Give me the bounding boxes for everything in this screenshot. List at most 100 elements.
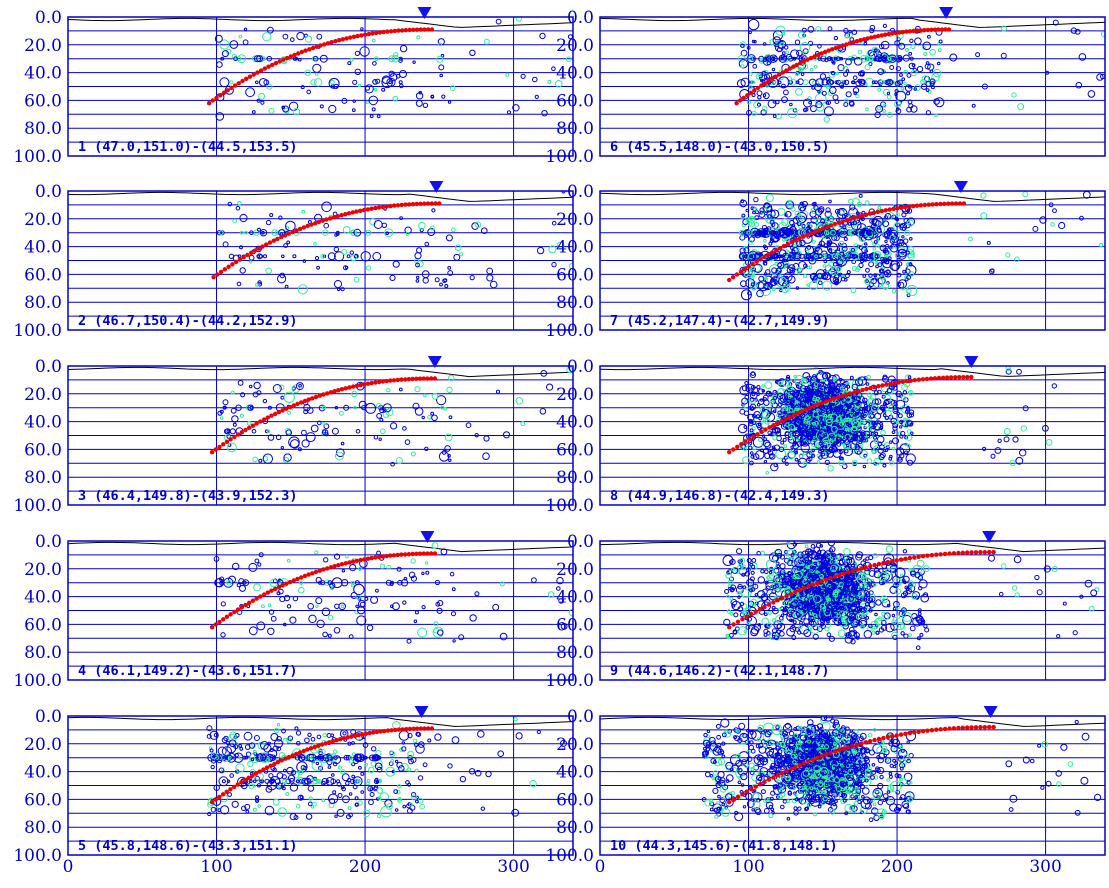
- hypocenter-point: [207, 811, 212, 817]
- hypocenter-point: [301, 429, 307, 436]
- hypocenter-point: [758, 55, 765, 62]
- hypocenter-point: [334, 233, 338, 237]
- hypocenter-point: [763, 70, 769, 76]
- hypocenter-point: [431, 208, 436, 213]
- hypocenter-point: [802, 429, 810, 437]
- hypocenter-point: [828, 439, 834, 445]
- slab-curve-point: [388, 553, 393, 558]
- slab-curve-point: [236, 81, 241, 86]
- hypocenter-point: [350, 229, 358, 237]
- slab-curve-point: [299, 49, 305, 55]
- slab-curve-point: [261, 417, 267, 422]
- slab-curve-point: [346, 211, 352, 216]
- hypocenter-point: [807, 26, 815, 33]
- hypocenter-point: [378, 437, 382, 441]
- slab-curve-point: [844, 392, 849, 397]
- slab-curve-point: [233, 259, 239, 265]
- hypocenter-point: [892, 404, 898, 410]
- hypocenter-point: [413, 619, 418, 624]
- hypocenter-point: [792, 442, 797, 447]
- hypocenter-point: [820, 423, 824, 428]
- hypocenter-point: [809, 433, 814, 438]
- hypocenter-point: [777, 261, 785, 269]
- hypocenter-point: [376, 413, 383, 419]
- hypocenter-point: [901, 77, 906, 81]
- hypocenter-point: [776, 392, 784, 400]
- slab-curve-point: [418, 201, 423, 206]
- hypocenter-point: [258, 458, 263, 463]
- hypocenter-point: [307, 732, 312, 737]
- hypocenter-point: [777, 80, 782, 85]
- hypocenter-point: [313, 242, 317, 246]
- y-tick-label: 0.0: [567, 8, 594, 28]
- slab-curve-point: [815, 402, 821, 407]
- hypocenter-point: [888, 404, 896, 412]
- y-tick-label: 0.0: [35, 532, 62, 552]
- hypocenter-point: [300, 755, 306, 761]
- slab-curve-point: [328, 565, 334, 570]
- y-tick-label: 100.0: [13, 671, 62, 691]
- hypocenter-point: [894, 216, 899, 221]
- hypocenter-point: [859, 70, 866, 76]
- hypocenter-point: [781, 286, 789, 294]
- slab-curve-point: [932, 376, 938, 381]
- hypocenter-point: [282, 456, 290, 464]
- slab-curve-point: [797, 236, 802, 241]
- hypocenter-point: [540, 370, 548, 377]
- slab-curve-point: [317, 393, 322, 398]
- hypocenter-point: [769, 239, 774, 243]
- hypocenter-point: [787, 107, 798, 119]
- hypocenter-point: [374, 56, 379, 62]
- slab-curve-point: [272, 761, 277, 767]
- hypocenter-point: [410, 575, 417, 582]
- slab-curve-point: [354, 383, 360, 388]
- hypocenter-point: [779, 41, 785, 47]
- hypocenter-point: [799, 385, 807, 393]
- hypocenter-point: [764, 276, 768, 280]
- hypocenter-point: [873, 457, 882, 466]
- slab-curve-point: [377, 30, 383, 35]
- hypocenter-point: [399, 216, 404, 221]
- slab-curve-point: [403, 552, 408, 557]
- hypocenter-point: [789, 102, 793, 107]
- slab-curve-point: [738, 98, 743, 103]
- slab-curve-point: [316, 219, 322, 225]
- hypocenter-point: [436, 55, 444, 63]
- hypocenter-point: [228, 739, 237, 748]
- hypocenter-point: [798, 56, 804, 62]
- hypocenter-point: [1005, 366, 1011, 372]
- hypocenter-point: [360, 251, 371, 262]
- slab-curve-point: [339, 213, 344, 218]
- hypocenter-point: [864, 64, 871, 71]
- slab-curve-point: [407, 202, 412, 207]
- hypocenter-point: [286, 604, 292, 609]
- hypocenter-point: [901, 235, 905, 239]
- slab-curve-point: [221, 90, 227, 96]
- hypocenter-point: [906, 262, 911, 267]
- hypocenter-point: [840, 439, 845, 444]
- hypocenter-point: [782, 280, 790, 289]
- hypocenter-point: [301, 209, 306, 214]
- hypocenter-point: [853, 243, 859, 249]
- hypocenter-point: [355, 429, 361, 434]
- slab-curve-point: [336, 38, 342, 43]
- hypocenter-point: [222, 755, 227, 760]
- slab-curve-point: [742, 267, 748, 272]
- hypocenter-point: [419, 803, 425, 810]
- slab-curve-point: [953, 375, 958, 380]
- slab-curve-point: [422, 201, 427, 206]
- hypocenter-point: [352, 99, 356, 103]
- hypocenter-point: [431, 414, 438, 422]
- hypocenter-point: [253, 55, 262, 63]
- hypocenter-point: [556, 576, 564, 585]
- y-tick-label: 0.0: [567, 357, 594, 377]
- hypocenter-point: [758, 230, 764, 236]
- slab-curve-point: [755, 432, 760, 437]
- hypocenter-point: [304, 777, 312, 785]
- hypocenter-point: [886, 111, 893, 118]
- hypocenter-point: [877, 262, 883, 268]
- hypocenter-point: [247, 404, 254, 411]
- hypocenter-point: [398, 730, 410, 741]
- hypocenter-point: [515, 397, 524, 405]
- hypocenter-point: [291, 384, 301, 394]
